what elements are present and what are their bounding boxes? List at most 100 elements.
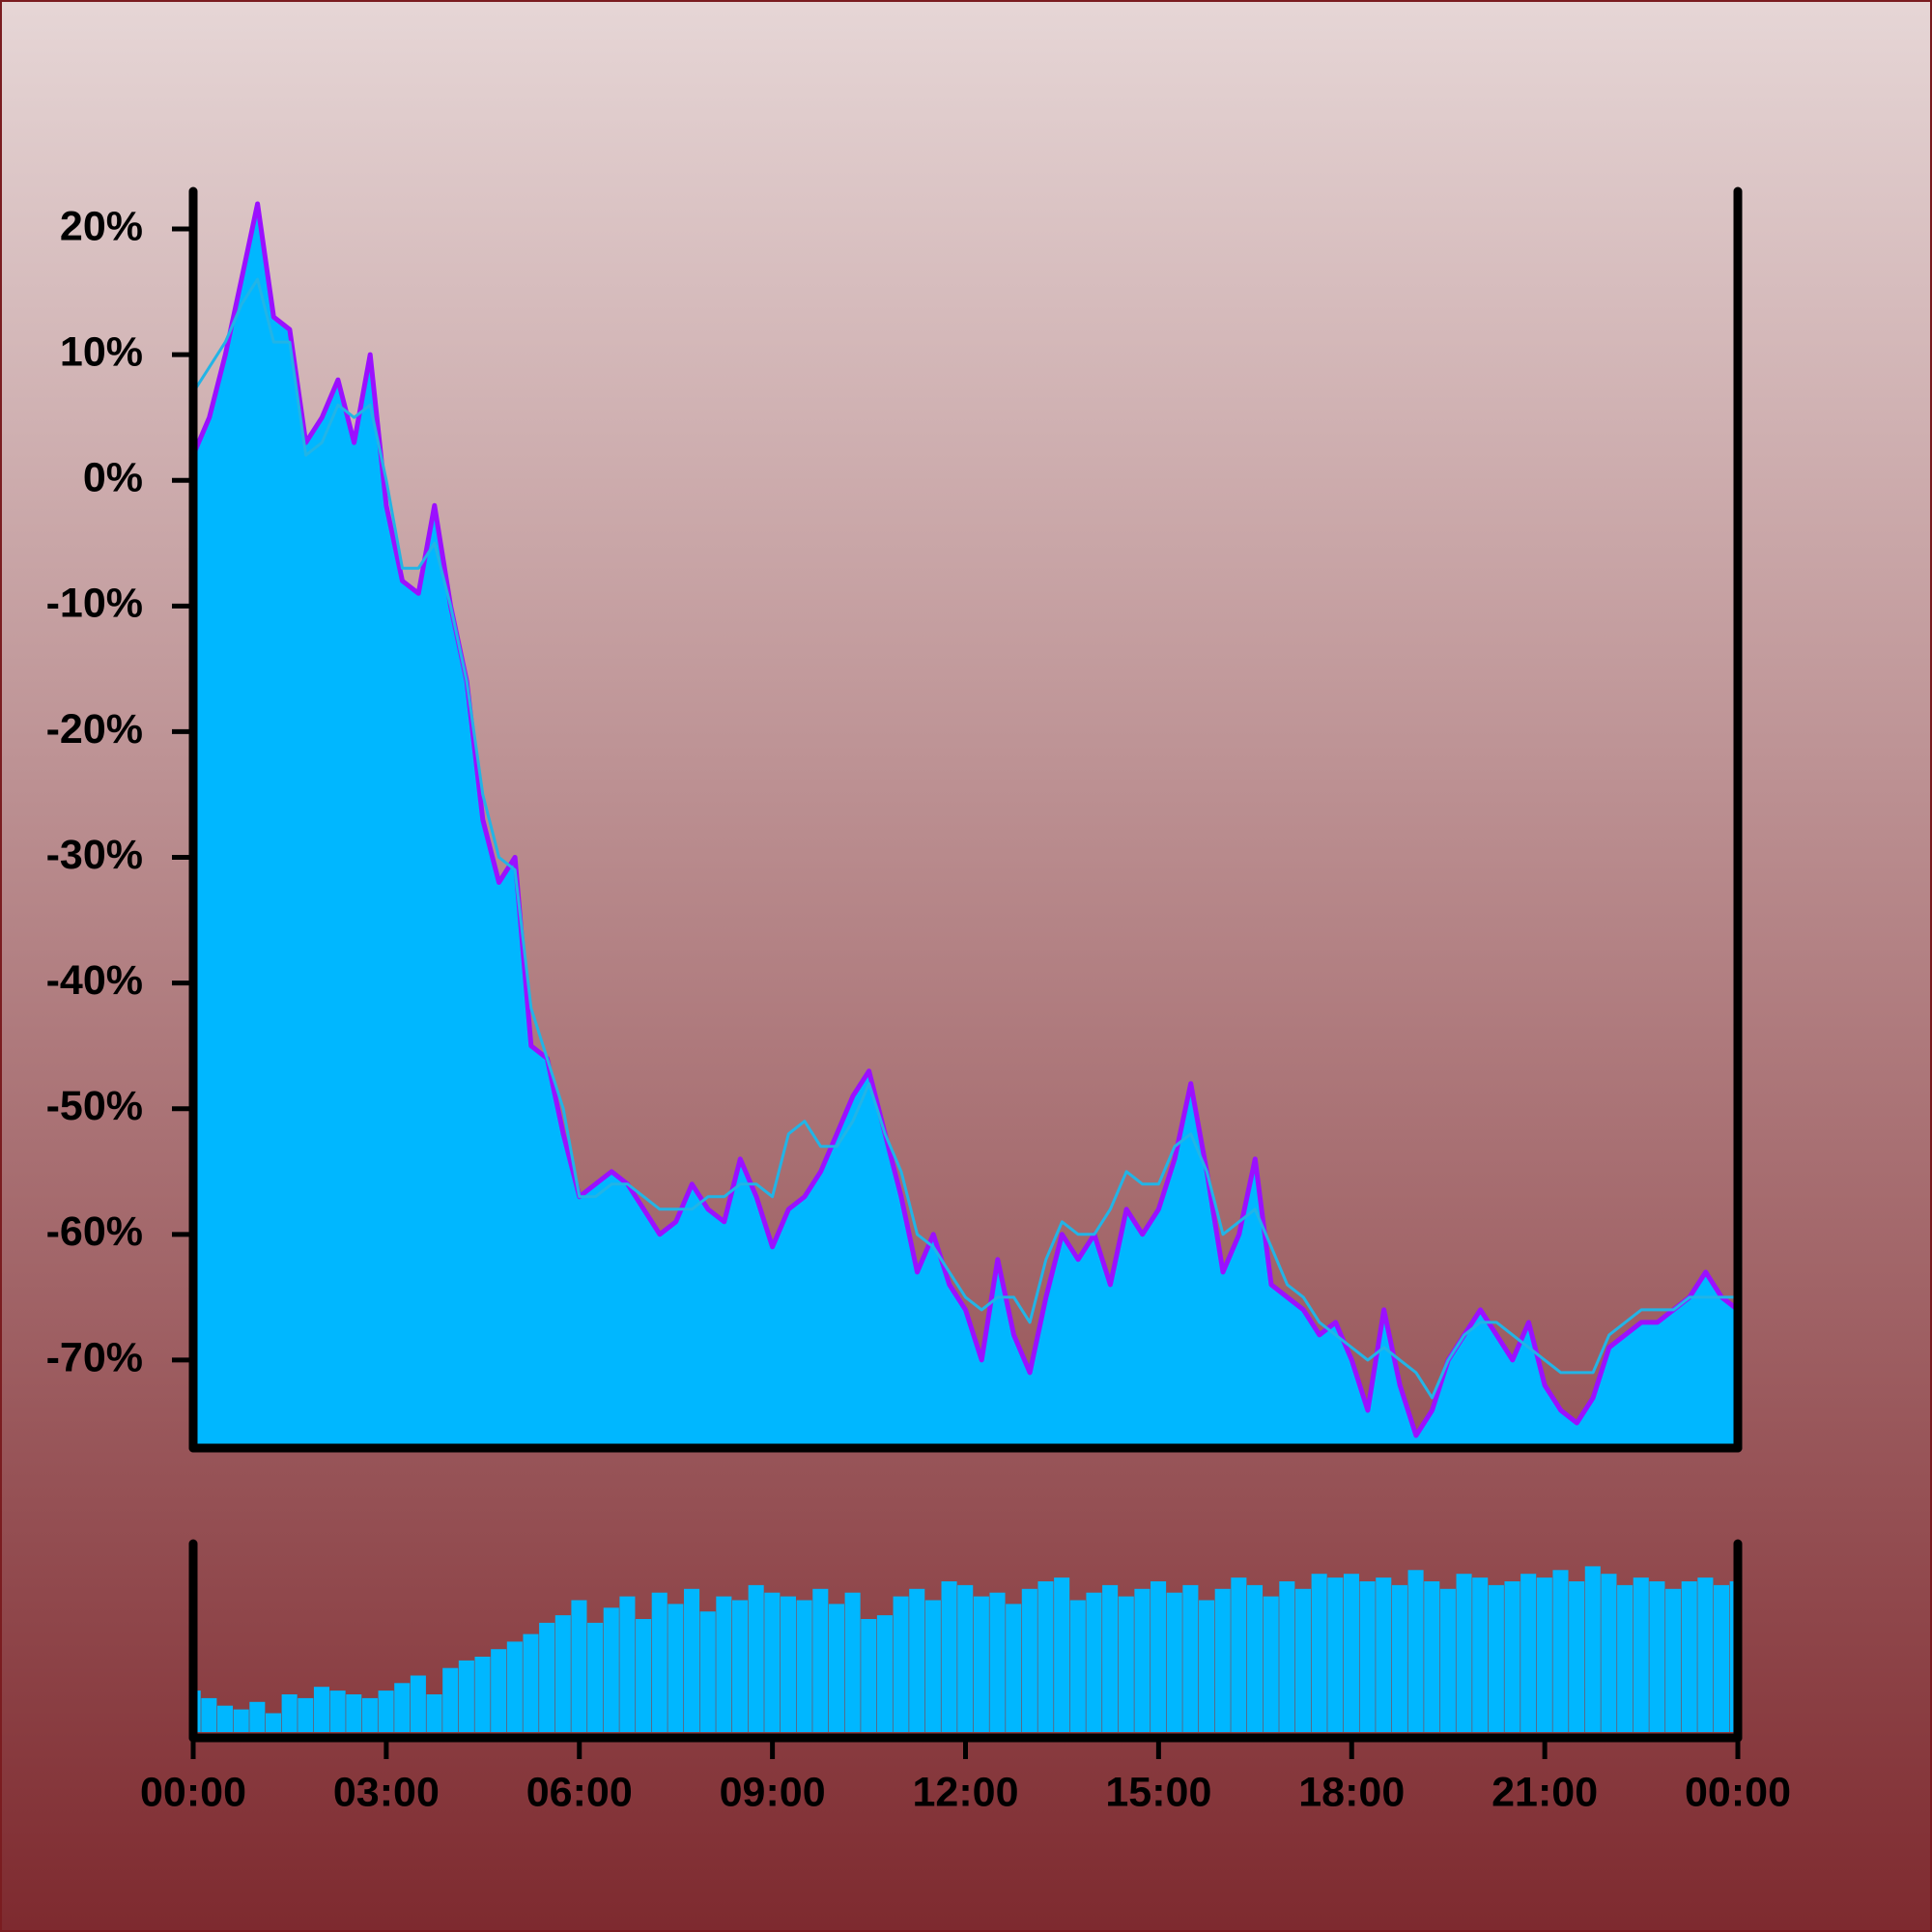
volume-bar [1729, 1581, 1734, 1732]
x-tick-label: 21:00 [1492, 1769, 1598, 1815]
x-tick-label: 03:00 [333, 1769, 440, 1815]
x-tick-label: 15:00 [1105, 1769, 1211, 1815]
volume-bar [619, 1596, 636, 1732]
volume-bar [426, 1694, 442, 1732]
volume-bar [1569, 1581, 1585, 1732]
volume-bar [731, 1600, 749, 1732]
volume-bar [1151, 1581, 1167, 1732]
volume-bar [796, 1600, 812, 1732]
volume-bar [1601, 1574, 1617, 1732]
volume-bar [587, 1622, 604, 1732]
volume-bar [554, 1615, 571, 1732]
volume-bar [216, 1705, 234, 1732]
volume-bar [1472, 1577, 1489, 1732]
volume-bar [780, 1596, 797, 1732]
volume-bar [941, 1581, 957, 1732]
y-tick-label: -60% [46, 1208, 143, 1255]
volume-bar [378, 1690, 394, 1732]
volume-bar [1504, 1581, 1520, 1732]
volume-bar [1439, 1588, 1456, 1732]
volume-bar [1214, 1588, 1231, 1732]
y-tick-label: 10% [60, 328, 143, 375]
area [193, 204, 1738, 1448]
volume-bar [410, 1675, 426, 1732]
volume-bar [281, 1694, 298, 1732]
volume-bar [828, 1604, 844, 1732]
y-tick-label: -40% [46, 957, 143, 1004]
volume-bar [1343, 1574, 1359, 1732]
volume-bar [1697, 1577, 1714, 1732]
volume-bar [1102, 1584, 1119, 1732]
volume-bar [1006, 1604, 1022, 1732]
volume-bar [346, 1694, 362, 1732]
volume-bar [973, 1596, 989, 1732]
volume-bar [893, 1596, 909, 1732]
volume-bar [1199, 1600, 1215, 1732]
volume-bar [1118, 1596, 1134, 1732]
volume-bar [523, 1634, 539, 1732]
volume-bar [1021, 1588, 1037, 1732]
volume-bar [329, 1690, 346, 1732]
volume-bar [233, 1709, 249, 1732]
volume-bar [506, 1641, 523, 1732]
volume-bar [491, 1649, 507, 1732]
volume-bar [1552, 1570, 1569, 1732]
volume-bar [812, 1588, 829, 1732]
volume-bar [539, 1622, 555, 1732]
volume-bar [924, 1600, 941, 1732]
volume-bar [668, 1604, 684, 1732]
x-tick-label: 06:00 [526, 1769, 633, 1815]
volume-bar [876, 1615, 893, 1732]
volume-bar [1246, 1584, 1264, 1732]
volume-bar [361, 1697, 378, 1732]
y-tick-label: -50% [46, 1083, 143, 1129]
volume-bar [1714, 1584, 1730, 1732]
volume-bar [1182, 1584, 1199, 1732]
volume-bar [313, 1687, 329, 1732]
volume-bar [861, 1619, 877, 1732]
volume-bar [748, 1584, 764, 1732]
volume-bar [1424, 1581, 1440, 1732]
x-tick-label: 00:00 [1685, 1769, 1791, 1815]
volume-bar [1054, 1577, 1070, 1732]
volume-bar [1037, 1581, 1054, 1732]
volume-bar [442, 1667, 459, 1732]
volume-bar [699, 1611, 716, 1732]
volume-bar [1407, 1570, 1424, 1732]
volume-bar [1359, 1581, 1376, 1732]
volume-bar [716, 1596, 732, 1732]
volume-bar [989, 1592, 1006, 1732]
volume-bar [636, 1619, 652, 1732]
x-tick-label: 12:00 [913, 1769, 1019, 1815]
volume-bar [571, 1600, 587, 1732]
volume-bar [1584, 1566, 1601, 1732]
volume-bar [265, 1713, 282, 1732]
volume-bar [474, 1657, 491, 1732]
volume-bar [1520, 1574, 1537, 1732]
volume-bar [909, 1588, 925, 1732]
volume-bar [298, 1697, 314, 1732]
y-tick-label: -70% [46, 1334, 143, 1380]
volume-bar [394, 1683, 411, 1732]
volume-bar [1327, 1577, 1344, 1732]
volume-bar [1681, 1581, 1697, 1732]
y-tick-label: 0% [83, 455, 143, 501]
y-tick-label: 20% [60, 203, 143, 249]
y-tick-label: -10% [46, 581, 143, 627]
volume-bar [1617, 1584, 1634, 1732]
line [191, 277, 1738, 1400]
volume-bar [1311, 1574, 1327, 1732]
volume-bar [1536, 1577, 1552, 1732]
volume-bar [1086, 1592, 1102, 1732]
volume-bar [201, 1697, 217, 1732]
volume-bar [1294, 1588, 1312, 1732]
volume-bar [603, 1607, 619, 1732]
x-tick-label: 18:00 [1298, 1769, 1405, 1815]
volume-bar [1279, 1581, 1295, 1732]
volume-bar [1263, 1596, 1279, 1732]
volume-bar [1665, 1588, 1682, 1732]
volume-bar [1231, 1577, 1247, 1732]
volume-bar [1166, 1592, 1182, 1732]
